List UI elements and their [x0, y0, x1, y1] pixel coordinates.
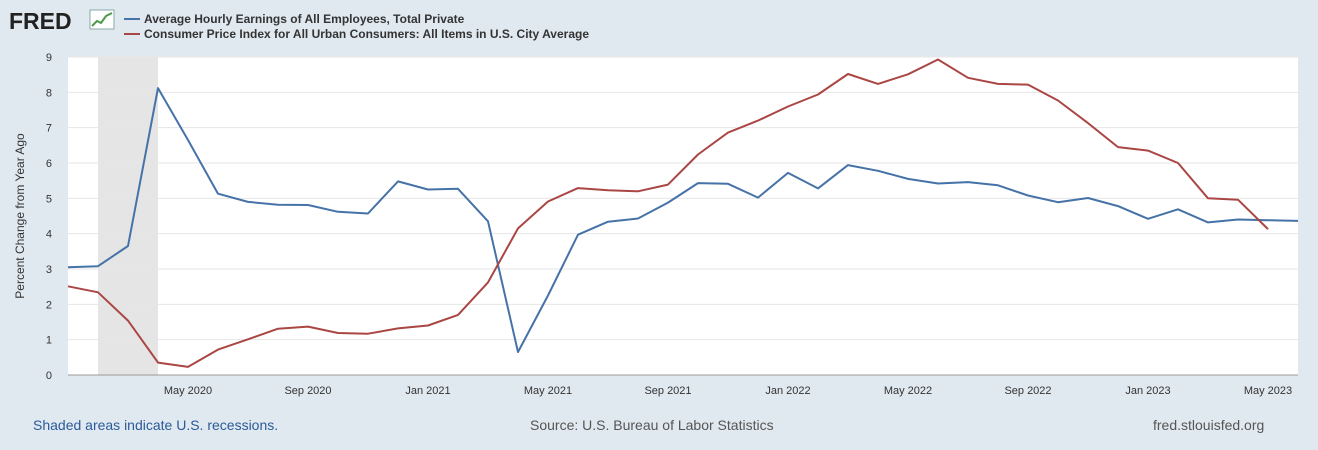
y-tick-label: 8 [46, 87, 52, 99]
y-tick-label: 5 [46, 193, 52, 205]
x-tick-label: Sep 2020 [284, 385, 331, 397]
y-tick-label: 0 [46, 370, 52, 382]
y-tick-label: 6 [46, 158, 52, 170]
x-tick-label: May 2023 [1244, 385, 1292, 397]
fred-logo-graph-icon [89, 9, 115, 30]
y-tick-label: 2 [46, 299, 52, 311]
source-note: Source: U.S. Bureau of Labor Statistics [530, 417, 774, 433]
x-tick-label: Sep 2022 [1004, 385, 1051, 397]
recession-note[interactable]: Shaded areas indicate U.S. recessions. [33, 417, 279, 433]
x-tick-label: Sep 2021 [644, 385, 691, 397]
legend: Average Hourly Earnings of All Employees… [124, 12, 589, 41]
x-tick-label: May 2020 [164, 385, 212, 397]
fred-chart: FRED Average Hourly Earnings of All Empl… [9, 8, 1299, 397]
y-tick-label: 7 [46, 123, 52, 135]
y-tick-label: 3 [46, 264, 52, 276]
y-tick-label: 4 [46, 229, 52, 241]
y-tick-label: 1 [46, 335, 52, 347]
series-line-cpi [67, 58, 1269, 368]
site-link[interactable]: fred.stlouisfed.org [1153, 417, 1265, 433]
y-axis-title: Percent Change from Year Ago [13, 133, 27, 299]
x-tick-label: May 2022 [884, 385, 932, 397]
y-tick-label: 9 [46, 52, 52, 64]
x-tick-label: Jan 2022 [765, 385, 810, 397]
x-tick-label: Jan 2023 [1125, 385, 1170, 397]
series-line-earnings [67, 87, 1299, 353]
fred-logo[interactable]: FRED [9, 8, 115, 34]
fred-logo-text: FRED [9, 8, 72, 34]
recession-band [98, 57, 158, 375]
legend-label-earnings: Average Hourly Earnings of All Employees… [144, 12, 465, 26]
x-tick-label: Jan 2021 [405, 385, 450, 397]
plot-area [68, 57, 1298, 375]
x-tick-label: May 2021 [524, 385, 572, 397]
legend-label-cpi: Consumer Price Index for All Urban Consu… [144, 27, 589, 41]
